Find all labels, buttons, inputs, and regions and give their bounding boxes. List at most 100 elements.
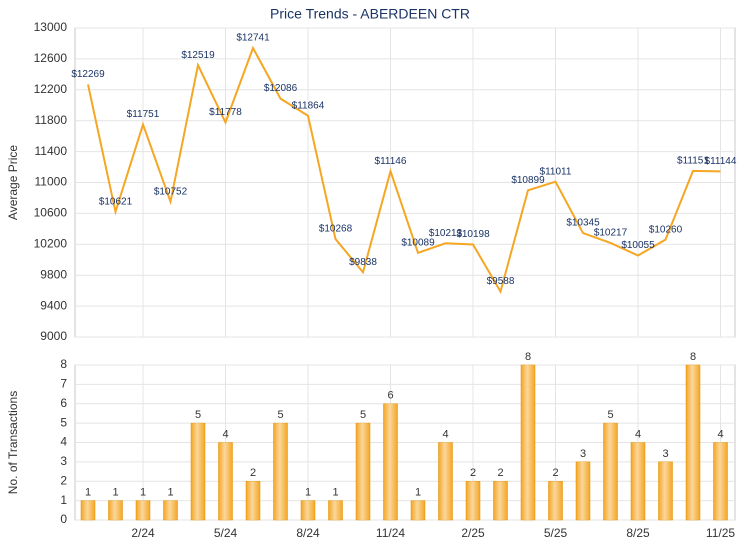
x-tick-label: 8/24	[296, 526, 320, 540]
bar-label: 4	[442, 428, 448, 440]
bar-label: 2	[497, 467, 503, 479]
bar-shine	[328, 500, 343, 520]
value-label: $10260	[649, 224, 683, 235]
y-tick-label: 2	[60, 473, 67, 487]
bar-label: 1	[167, 487, 173, 499]
value-label: $10217	[594, 228, 628, 239]
bar-shine	[356, 423, 370, 520]
x-tick-label: 8/25	[626, 526, 650, 540]
value-label: $9838	[349, 257, 377, 268]
value-label: $11146	[375, 156, 407, 167]
bar-shine	[466, 481, 480, 520]
bar-shine	[576, 461, 590, 520]
bar-label: 6	[387, 390, 393, 402]
x-tick-label: 11/24	[376, 526, 405, 540]
x-tick-label: 2/24	[131, 526, 155, 540]
value-label: $11864	[292, 100, 325, 111]
value-label: $10213	[429, 228, 463, 239]
bar-shine	[438, 442, 453, 520]
value-label: $11778	[209, 107, 242, 118]
bar-label: 1	[305, 487, 311, 499]
bar-label: 4	[222, 428, 228, 440]
bar-shine	[163, 500, 178, 520]
chart-title: Price Trends - ABERDEEN CTR	[270, 6, 470, 22]
y-tick-label: 0	[60, 512, 67, 526]
y-tick-label: 11400	[35, 144, 68, 158]
bar-label: 5	[277, 409, 283, 421]
y-tick-label: 13000	[34, 20, 68, 34]
value-label: $12086	[264, 83, 298, 94]
y-tick-label: 7	[60, 377, 67, 391]
bar-shine	[273, 423, 288, 520]
y-tick-label: 12200	[34, 82, 68, 96]
bar-label: 1	[85, 487, 91, 499]
value-label: $11011	[540, 166, 572, 177]
bar-shine	[246, 481, 260, 520]
value-label: $10198	[456, 229, 490, 240]
y-tick-label: 10200	[34, 236, 68, 250]
y-axis-label: No. of Transactions	[6, 391, 20, 494]
bar-shine	[521, 365, 535, 520]
y-tick-label: 4	[60, 435, 67, 449]
bar-shine	[603, 423, 618, 520]
y-tick-label: 9800	[40, 267, 67, 281]
bar-label: 5	[360, 409, 366, 421]
bar-label: 4	[635, 428, 641, 440]
value-label: $10345	[566, 218, 600, 229]
value-label: $12741	[236, 33, 270, 44]
x-tick-label: 5/24	[214, 526, 238, 540]
bar-shine	[218, 442, 233, 520]
value-label: $10899	[511, 175, 545, 186]
x-tick-label: 5/25	[544, 526, 568, 540]
bar-label: 1	[332, 487, 338, 499]
bar-shine	[658, 461, 673, 520]
value-label: $10055	[621, 240, 655, 251]
bar-label: 5	[195, 409, 201, 421]
value-label: $10752	[154, 186, 188, 197]
bar-label: 3	[580, 448, 586, 460]
y-tick-label: 6	[60, 396, 67, 410]
bar-label: 1	[112, 487, 118, 499]
bar-shine	[301, 500, 315, 520]
bar-label: 2	[552, 467, 558, 479]
bar-label: 2	[470, 467, 476, 479]
bar-shine	[108, 500, 123, 520]
y-tick-label: 12600	[34, 51, 68, 65]
y-tick-label: 10600	[34, 206, 68, 220]
bar-label: 5	[607, 409, 613, 421]
bar-label: 8	[690, 351, 696, 363]
bar-label: 2	[250, 467, 256, 479]
bar-shine	[191, 423, 205, 520]
bar-label: 1	[140, 487, 146, 499]
y-axis-label: Average Price	[6, 145, 20, 220]
bar-shine	[686, 365, 700, 520]
value-label: $9588	[487, 276, 515, 287]
bar-shine	[136, 500, 150, 520]
bar-label: 8	[525, 351, 531, 363]
y-tick-label: 1	[60, 493, 67, 507]
y-tick-label: 3	[60, 454, 67, 468]
value-label: $11751	[127, 109, 160, 120]
bar-shine	[713, 442, 728, 520]
price-line	[87, 45, 721, 295]
value-label: $12519	[181, 50, 215, 61]
bar-shine	[548, 481, 563, 520]
bar-shine	[631, 442, 645, 520]
bar-label: 1	[415, 487, 421, 499]
value-label: $11144	[705, 156, 737, 167]
y-tick-label: 11000	[35, 175, 68, 189]
y-tick-label: 5	[60, 415, 67, 429]
y-tick-label: 8	[60, 357, 67, 371]
value-label: $10268	[319, 224, 353, 235]
value-label: $12269	[71, 69, 105, 80]
value-label: $10621	[99, 196, 133, 207]
bar-shine	[493, 481, 508, 520]
y-tick-label: 11800	[35, 113, 68, 127]
y-tick-label: 9000	[40, 329, 67, 343]
bar-shine	[81, 500, 95, 520]
x-tick-label: 11/25	[706, 526, 735, 540]
bar-shine	[383, 403, 398, 520]
bar-label: 3	[662, 448, 668, 460]
x-tick-label: 2/25	[461, 526, 485, 540]
